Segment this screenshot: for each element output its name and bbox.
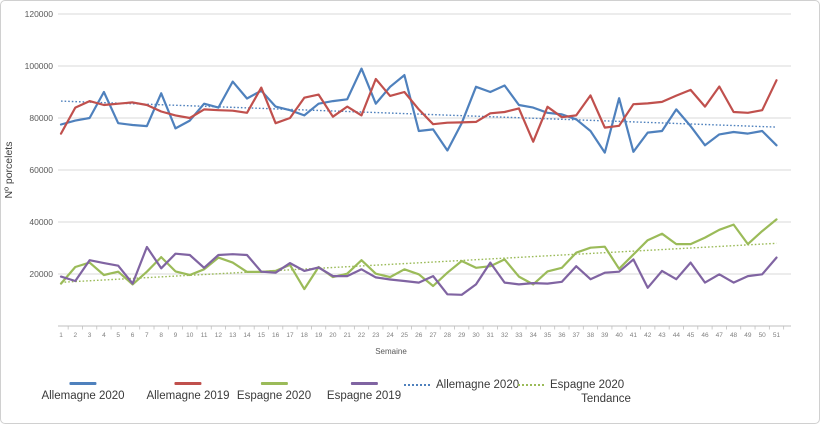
svg-text:21: 21 [344,332,352,339]
svg-text:27: 27 [429,332,437,339]
svg-text:12: 12 [215,332,223,339]
svg-text:33: 33 [515,332,523,339]
y-axis-title: Nº porcelets [3,141,15,199]
svg-text:3: 3 [88,332,92,339]
svg-text:17: 17 [286,332,294,339]
svg-text:36: 36 [558,332,566,339]
legend-label: Espagne 2019 [326,390,402,402]
svg-text:28: 28 [444,332,452,339]
svg-text:31: 31 [487,332,495,339]
svg-text:37: 37 [573,332,581,339]
legend-line-icon [69,382,97,385]
svg-text:25: 25 [401,332,409,339]
svg-text:51: 51 [773,332,781,339]
legend-line-icon [260,382,288,385]
svg-text:34: 34 [530,332,538,339]
svg-text:20: 20 [329,332,337,339]
svg-text:2: 2 [73,332,77,339]
svg-text:35: 35 [544,332,552,339]
svg-text:47: 47 [716,332,724,339]
svg-text:80000: 80000 [29,113,53,123]
svg-text:13: 13 [229,332,237,339]
legend-label: Allemagne 2020 [436,379,520,391]
legend-label: Espagne 2020 [550,379,625,391]
legend-label: Allemagne 2020 [41,390,125,402]
dotted-line-icon [404,384,430,386]
legend-item-trend-allemagne-2020: Allemagne 2020 [404,379,519,391]
svg-text:6: 6 [131,332,135,339]
svg-text:8: 8 [159,332,163,339]
svg-text:7: 7 [145,332,149,339]
legend-line-icon [174,382,202,385]
svg-text:10: 10 [186,332,194,339]
legend-label: Allemagne 2019 [146,390,230,402]
svg-text:19: 19 [315,332,323,339]
svg-text:30: 30 [472,332,480,339]
svg-text:18: 18 [301,332,309,339]
svg-text:49: 49 [744,332,752,339]
legend-label: Espagne 2020 [236,390,312,402]
svg-text:32: 32 [501,332,509,339]
svg-text:44: 44 [673,332,681,339]
svg-text:41: 41 [630,332,638,339]
svg-text:14: 14 [243,332,251,339]
svg-text:50: 50 [759,332,767,339]
svg-text:22: 22 [358,332,366,339]
legend-item-espagne-2019: Espagne 2019 [327,382,401,402]
svg-text:45: 45 [687,332,695,339]
legend-item-allemagne-2020: Allemagne 2020 [41,382,125,402]
svg-text:1: 1 [59,332,63,339]
svg-text:42: 42 [644,332,652,339]
svg-text:24: 24 [387,332,395,339]
svg-text:20000: 20000 [29,269,53,279]
svg-text:11: 11 [201,332,208,339]
dotted-line-icon [518,384,544,386]
svg-text:100000: 100000 [25,61,54,71]
svg-text:26: 26 [415,332,423,339]
legend-item-allemagne-2019: Allemagne 2019 [146,382,230,402]
svg-text:23: 23 [372,332,380,339]
svg-text:48: 48 [730,332,738,339]
legend-group-label-tendance: Tendance [581,393,631,405]
legend-item-espagne-2020: Espagne 2020 [237,382,311,402]
svg-text:60000: 60000 [29,165,53,175]
svg-text:15: 15 [258,332,266,339]
x-axis-title: Semaine [375,347,407,356]
svg-text:16: 16 [272,332,280,339]
svg-text:29: 29 [458,332,466,339]
svg-text:5: 5 [116,332,120,339]
svg-text:40: 40 [615,332,623,339]
svg-text:39: 39 [601,332,609,339]
legend-line-icon [350,382,378,385]
svg-text:43: 43 [658,332,666,339]
svg-text:4: 4 [102,332,106,339]
svg-text:40000: 40000 [29,217,53,227]
svg-text:9: 9 [174,332,178,339]
svg-text:38: 38 [587,332,595,339]
svg-text:46: 46 [701,332,709,339]
legend-item-trend-espagne-2020: Espagne 2020 [518,379,624,391]
svg-text:120000: 120000 [25,9,54,19]
